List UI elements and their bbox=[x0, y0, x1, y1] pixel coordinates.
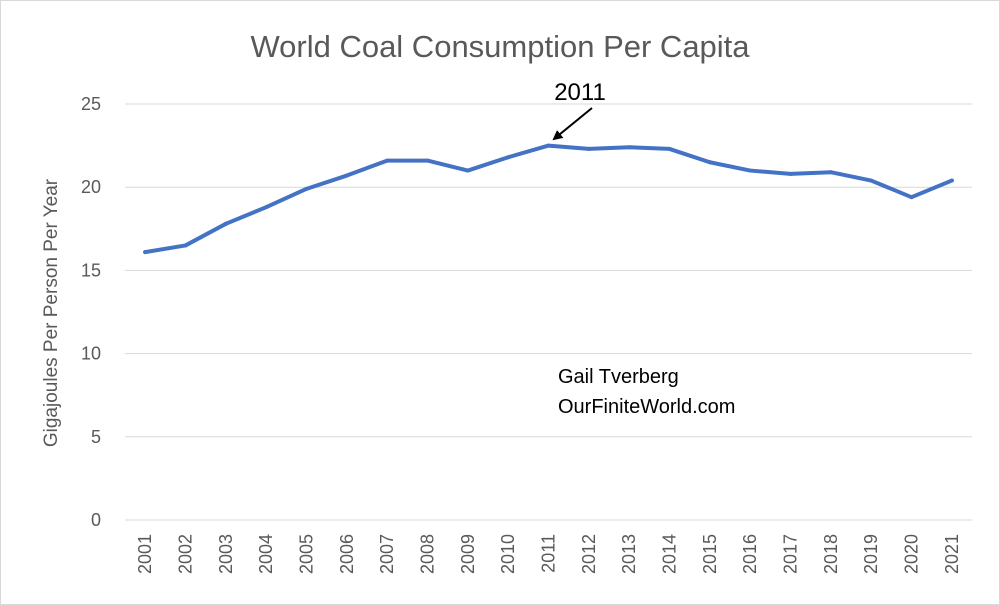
x-tick-label: 2008 bbox=[418, 534, 438, 574]
data-point-2011 bbox=[546, 143, 551, 148]
x-tick-label: 2021 bbox=[942, 534, 962, 574]
x-tick-label: 2014 bbox=[660, 534, 680, 574]
x-axis-ticks: 2001 2002 2003 2004 2005 2006 2007 2008 2009 2010… bbox=[135, 534, 962, 574]
data-point-2004 bbox=[264, 205, 269, 210]
x-tick-label: 2016 bbox=[740, 534, 760, 574]
x-tick-label: 2013 bbox=[619, 534, 639, 574]
credit-website: OurFiniteWorld.com bbox=[558, 396, 735, 418]
x-tick-label: 2018 bbox=[821, 534, 841, 574]
x-tick-label: 2007 bbox=[377, 534, 397, 574]
x-tick-label: 2020 bbox=[902, 534, 922, 574]
data-point-2018 bbox=[828, 170, 833, 175]
x-tick-label: 2003 bbox=[216, 534, 236, 574]
data-point-2016 bbox=[748, 168, 753, 173]
y-tick-label: 5 bbox=[91, 427, 101, 447]
x-tick-label: 2005 bbox=[297, 534, 317, 574]
y-axis-label: Gigajoules Per Person Per Year bbox=[41, 178, 62, 447]
data-point-2017 bbox=[788, 171, 793, 176]
y-axis-ticks: 0 5 10 15 20 25 bbox=[81, 94, 101, 530]
x-tick-label: 2001 bbox=[135, 534, 155, 574]
y-tick-label: 10 bbox=[81, 344, 101, 364]
data-point-2005 bbox=[304, 186, 309, 191]
y-tick-label: 25 bbox=[81, 94, 101, 114]
x-tick-label: 2010 bbox=[498, 534, 518, 574]
data-point-2015 bbox=[707, 160, 712, 165]
data-point-2007 bbox=[385, 158, 390, 163]
data-point-2003 bbox=[223, 221, 228, 226]
data-point-2001 bbox=[143, 250, 148, 255]
credit-author: Gail Tverberg bbox=[558, 366, 679, 388]
data-point-2008 bbox=[425, 158, 430, 163]
x-tick-label: 2006 bbox=[337, 534, 357, 574]
x-tick-label: 2019 bbox=[861, 534, 881, 574]
y-tick-label: 15 bbox=[81, 260, 101, 280]
data-point-2006 bbox=[344, 173, 349, 178]
data-point-2014 bbox=[667, 146, 672, 151]
x-tick-label: 2012 bbox=[579, 534, 599, 574]
data-point-2021 bbox=[949, 178, 954, 183]
data-point-2010 bbox=[506, 155, 511, 160]
y-tick-label: 0 bbox=[91, 510, 101, 530]
x-tick-label: 2009 bbox=[458, 534, 478, 574]
data-point-2019 bbox=[869, 178, 874, 183]
data-point-2020 bbox=[909, 195, 914, 200]
x-tick-label: 2002 bbox=[176, 534, 196, 574]
x-tick-label: 2015 bbox=[700, 534, 720, 574]
data-points bbox=[143, 143, 954, 255]
annotation-label: 2011 bbox=[554, 79, 606, 106]
data-point-2009 bbox=[465, 168, 470, 173]
x-tick-label: 2011 bbox=[539, 534, 559, 573]
x-tick-label: 2004 bbox=[256, 534, 276, 574]
data-point-2012 bbox=[586, 146, 591, 151]
data-point-2002 bbox=[183, 243, 188, 248]
x-tick-label: 2017 bbox=[781, 534, 801, 574]
series-line-coal-per-capita bbox=[143, 143, 954, 255]
annotation-arrow bbox=[552, 107, 593, 141]
data-point-2013 bbox=[627, 145, 632, 150]
gridlines bbox=[125, 103, 972, 521]
chart-title: World Coal Consumption Per Capita bbox=[250, 29, 750, 64]
y-tick-label: 20 bbox=[81, 177, 101, 197]
